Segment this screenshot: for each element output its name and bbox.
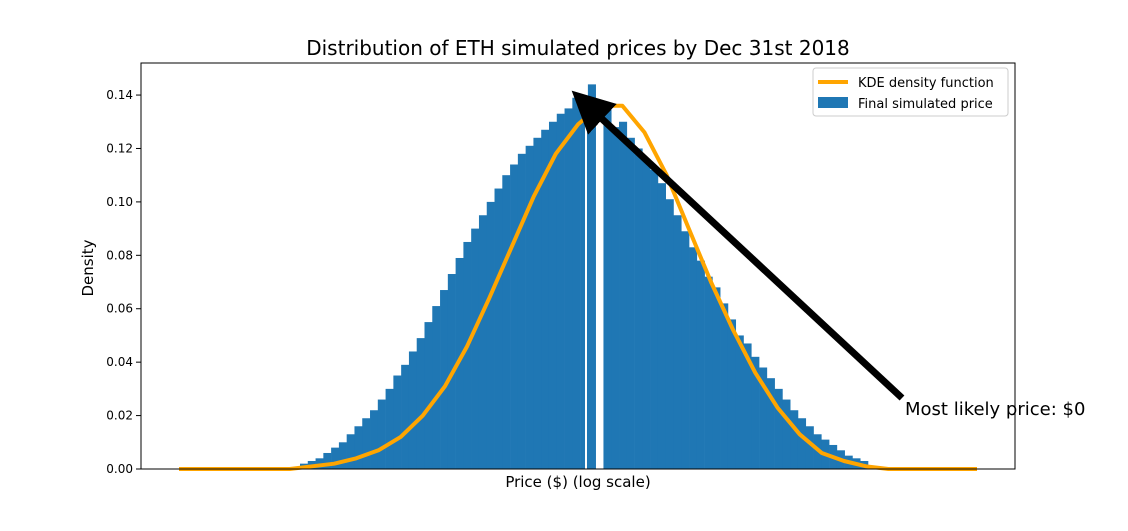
y-tick-label: 0.04: [106, 355, 133, 369]
histogram-bar: [346, 434, 355, 469]
histogram-bar: [696, 260, 705, 469]
histogram-bar: [735, 335, 744, 469]
histogram-bar: [416, 338, 425, 469]
histogram-bar: [619, 121, 628, 470]
histogram-bar: [517, 153, 526, 469]
y-tick-label: 0.02: [106, 409, 133, 423]
histogram-bar: [782, 399, 791, 469]
histogram-bar: [712, 287, 721, 469]
annotation-arrow: [571, 90, 905, 401]
y-tick-label: 0.14: [106, 88, 133, 102]
y-tick-label: 0.06: [106, 302, 133, 316]
histogram-bar: [533, 137, 542, 469]
legend-box: [812, 67, 1009, 117]
histogram-bar: [525, 145, 534, 470]
histogram-bar: [634, 148, 643, 469]
histogram-bar: [681, 231, 690, 469]
histogram-bar: [626, 137, 635, 469]
histogram-bar: [556, 113, 565, 469]
histogram-bar: [564, 108, 573, 469]
histogram-bar: [377, 399, 386, 469]
histogram-bar: [743, 343, 752, 469]
histogram-bar: [642, 159, 651, 469]
plot-frame: [140, 62, 1016, 470]
histogram-bar: [580, 105, 589, 469]
histogram-bar: [510, 164, 519, 469]
histogram-bar: [720, 303, 729, 469]
histogram-bar: [611, 127, 620, 470]
histogram-bar: [774, 388, 783, 469]
histogram-bar: [650, 169, 659, 469]
histogram-bar: [478, 215, 488, 469]
y-tick-label: 0.00: [106, 462, 133, 476]
legend-bar-label: Final simulated price: [858, 97, 993, 112]
histogram-bar: [440, 290, 449, 469]
histogram-bar: [541, 129, 550, 470]
histogram-bar: [362, 418, 371, 469]
y-axis: 0.00 0.02 0.04 0.06 0.08 0.10 0.12 0.14: [106, 88, 141, 476]
histogram-bar: [759, 367, 768, 469]
histogram-bar: [689, 247, 698, 469]
legend-kde-label: KDE density function: [858, 76, 994, 91]
histogram-bar: [494, 188, 503, 469]
histogram-bar: [657, 183, 666, 469]
y-tick-label: 0.12: [106, 141, 133, 155]
histogram-bars: [300, 84, 869, 470]
histogram-bar: [790, 410, 799, 469]
histogram-bar: [354, 426, 363, 469]
histogram-bar: [766, 378, 775, 469]
histogram-bar: [401, 364, 410, 469]
x-axis-label: Price ($) (log scale): [505, 473, 650, 491]
histogram-bar: [704, 276, 713, 469]
histogram-bar: [486, 201, 495, 470]
histogram-bar: [408, 351, 418, 469]
histogram-bar: [572, 97, 581, 469]
histogram-bar: [502, 175, 511, 469]
histogram-bar: [385, 388, 394, 469]
annotation-text: Most likely price: $0: [905, 399, 1085, 420]
histogram-bar: [665, 199, 674, 469]
histogram-bar: [331, 447, 340, 469]
histogram-bar: [393, 375, 402, 469]
legend-bar-swatch: [818, 97, 848, 108]
histogram-bar: [432, 306, 441, 469]
histogram-bar: [338, 442, 347, 469]
y-axis-label: Density: [79, 239, 97, 296]
histogram-bar: [751, 356, 760, 469]
histogram-bar: [805, 426, 814, 469]
histogram-bar: [424, 322, 433, 469]
y-tick-label: 0.08: [106, 248, 133, 262]
histogram-bar: [797, 418, 807, 469]
histogram-bar: [370, 410, 379, 469]
histogram-bar: [323, 452, 332, 469]
histogram-bar: [471, 228, 480, 469]
histogram-bar: [673, 215, 682, 469]
histogram-bar: [548, 121, 558, 470]
chart-title: Distribution of ETH simulated prices by …: [306, 36, 850, 60]
y-tick-label: 0.10: [106, 195, 133, 209]
histogram-bar: [727, 319, 737, 469]
histogram-bar: [603, 103, 612, 469]
legend: KDE density function Final simulated pri…: [812, 67, 1009, 117]
histogram-bar: [587, 84, 596, 470]
histogram-bar: [463, 241, 472, 469]
